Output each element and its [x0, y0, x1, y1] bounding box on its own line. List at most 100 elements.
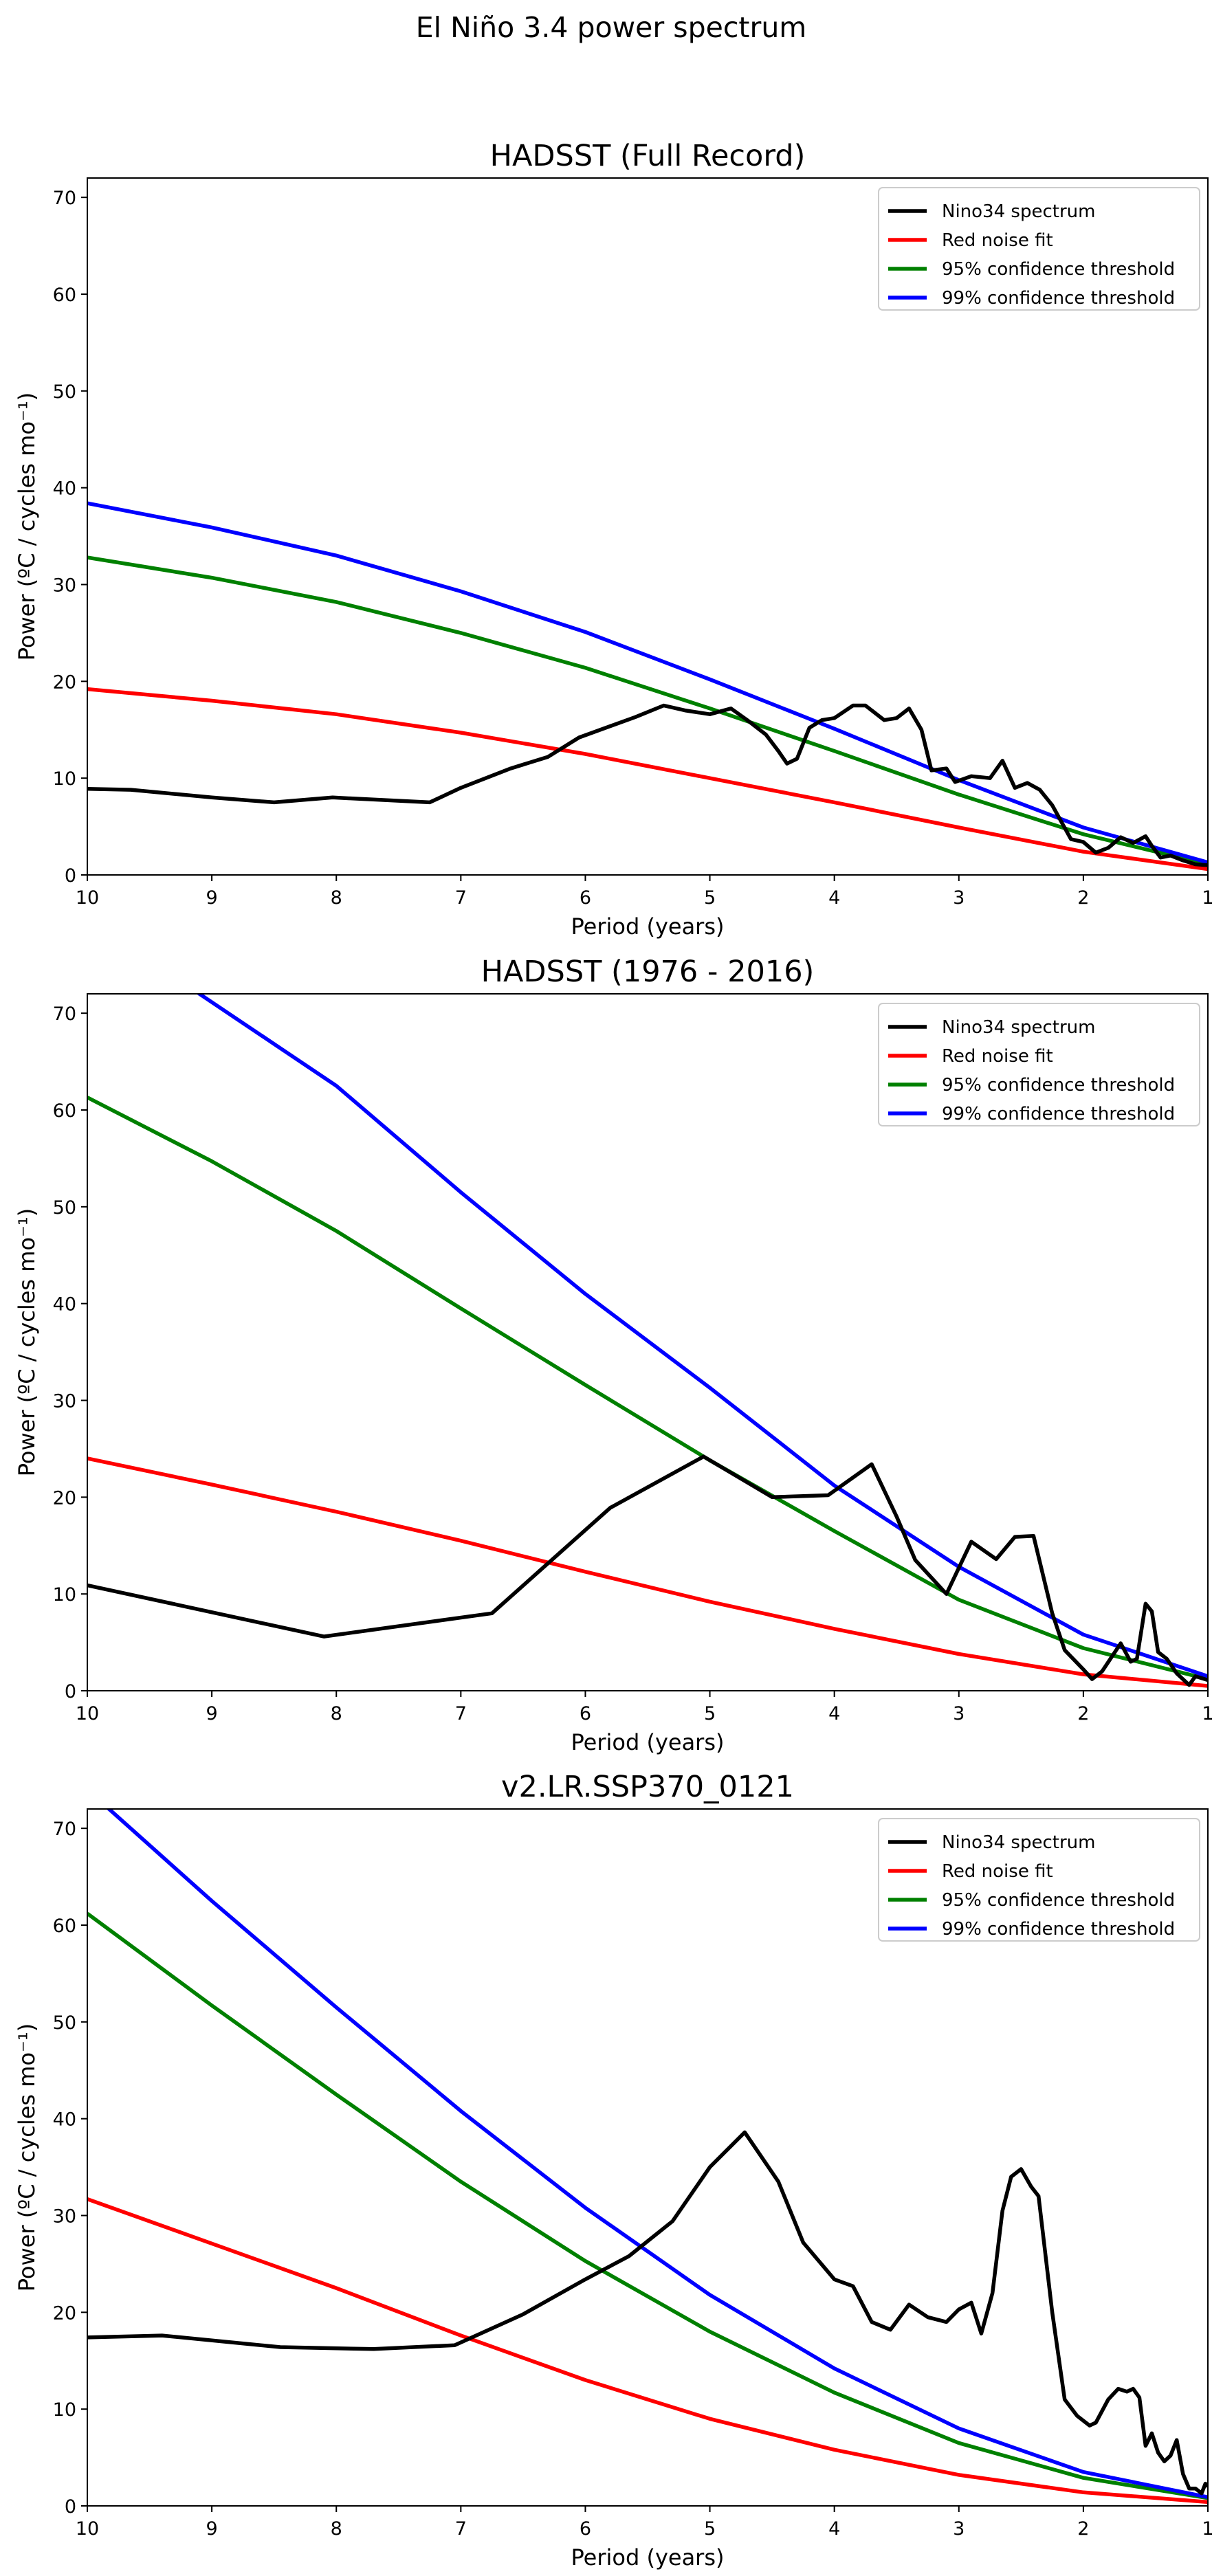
x-tick-label: 6 [580, 1703, 591, 1724]
series-lines [87, 501, 1208, 871]
x-axis-label: Period (years) [571, 2544, 725, 2571]
x-tick-label: 6 [580, 2518, 591, 2540]
series-line-nino34-spectrum [87, 703, 1208, 867]
legend-label: 99% confidence threshold [942, 288, 1175, 309]
series-line-nino34-spectrum [87, 1454, 1208, 1687]
x-tick-label: 1 [1202, 887, 1213, 909]
axes-frame [87, 177, 1209, 876]
y-axis-label: Power (ºC / cycles mo⁻¹) [14, 392, 40, 660]
chart-title: HADSST (Full Record) [490, 139, 806, 173]
series-line-95-confidence-threshold [87, 555, 1208, 867]
x-tick-label: 4 [828, 887, 840, 909]
x-tick-label: 3 [953, 1703, 965, 1724]
y-tick-label: 70 [53, 188, 76, 209]
y-tick-label: 20 [53, 671, 76, 693]
y-tick-label: 40 [53, 2109, 76, 2131]
x-tick-label: 2 [1077, 1703, 1089, 1724]
x-tick-label: 6 [580, 887, 591, 909]
y-tick-label: 0 [65, 865, 76, 887]
x-tick-label: 3 [953, 887, 965, 909]
x-tick-label: 8 [331, 887, 342, 909]
x-tick-label: 1 [1202, 2518, 1213, 2540]
legend-box [878, 1818, 1200, 1942]
legend: Nino34 spectrum Red noise fit 95% confiden… [878, 187, 1200, 311]
legend-label: Nino34 spectrum [942, 1832, 1095, 1853]
y-axis-label: Power (ºC / cycles mo⁻¹) [14, 2023, 40, 2291]
y-tick-label: 60 [53, 285, 76, 306]
y-tick-label: 30 [53, 2206, 76, 2228]
chart-panel-2: HADSST (1976 - 2016)10 9 8 7 6 5 4 3 2 1010203040… [14, 955, 1214, 1755]
x-axis-label: Period (years) [571, 1729, 725, 1755]
legend-label: Nino34 spectrum [942, 1017, 1095, 1038]
series-line-red-noise-fit [87, 1456, 1208, 1688]
y-tick-label: 0 [65, 1681, 76, 1702]
legend-label: Red noise fit [942, 1861, 1053, 1882]
legend-box [878, 187, 1200, 311]
x-tick-label: 4 [828, 1703, 840, 1724]
series-lines [87, 1809, 1208, 2505]
y-tick-label: 50 [53, 1197, 76, 1219]
legend-label: 95% confidence threshold [942, 1075, 1175, 1096]
y-tick-label: 10 [53, 1584, 76, 1606]
x-tick-label: 2 [1077, 887, 1089, 909]
y-tick-label: 70 [53, 1003, 76, 1025]
y-tick-label: 40 [53, 478, 76, 500]
x-tick-label: 9 [206, 2518, 218, 2540]
x-tick-label: 1 [1202, 1703, 1213, 1724]
series-line-nino34-spectrum [87, 2130, 1208, 2496]
x-tick-label: 8 [331, 1703, 342, 1724]
y-tick-label: 0 [65, 2496, 76, 2518]
series-line-99-confidence-threshold [87, 501, 1208, 865]
series-line-red-noise-fit [87, 687, 1208, 871]
y-tick-label: 20 [53, 1487, 76, 1509]
legend: Nino34 spectrum Red noise fit 95% confiden… [878, 1818, 1200, 1942]
x-tick-label: 5 [704, 1703, 716, 1724]
axes-frame [87, 1808, 1209, 2507]
x-axis-label: Period (years) [571, 913, 725, 940]
y-tick-label: 50 [53, 2012, 76, 2034]
legend-label: 99% confidence threshold [942, 1104, 1175, 1124]
x-tick-label: 10 [76, 1703, 99, 1724]
x-tick-label: 3 [953, 2518, 965, 2540]
legend-label: 95% confidence threshold [942, 1890, 1175, 1911]
legend-label: 99% confidence threshold [942, 1919, 1175, 1940]
legend-box [878, 1003, 1200, 1126]
series-line-99-confidence-threshold [106, 1809, 1208, 2499]
chart-title: HADSST (1976 - 2016) [481, 955, 815, 989]
y-tick-label: 30 [53, 1391, 76, 1412]
chart-title: v2.LR.SSP370_0121 [501, 1770, 794, 1804]
x-tick-label: 5 [704, 2518, 716, 2540]
y-tick-label: 60 [53, 1100, 76, 1122]
y-tick-label: 30 [53, 575, 76, 597]
series-line-99-confidence-threshold [196, 994, 1208, 1678]
series-line-95-confidence-threshold [87, 1096, 1208, 1681]
legend-label: Nino34 spectrum [942, 201, 1095, 222]
x-tick-label: 10 [76, 2518, 99, 2540]
y-tick-label: 40 [53, 1294, 76, 1315]
legend-label: 95% confidence threshold [942, 259, 1175, 280]
x-tick-label: 4 [828, 2518, 840, 2540]
figure-suptitle: El Niño 3.4 power spectrum [416, 11, 807, 44]
series-line-red-noise-fit [87, 2197, 1208, 2505]
legend-label: Red noise fit [942, 1046, 1053, 1067]
x-tick-label: 7 [455, 887, 467, 909]
y-tick-label: 10 [53, 2399, 76, 2421]
chart-panel-1: HADSST (Full Record)10 9 8 7 6 5 4 3 2 1010203040… [14, 139, 1214, 940]
x-tick-label: 10 [76, 887, 99, 909]
x-tick-label: 9 [206, 1703, 218, 1724]
y-tick-label: 50 [53, 381, 76, 403]
x-tick-label: 5 [704, 887, 716, 909]
x-tick-label: 7 [455, 2518, 467, 2540]
x-tick-label: 2 [1077, 2518, 1089, 2540]
y-tick-label: 60 [53, 1916, 76, 1937]
y-tick-label: 70 [53, 1819, 76, 1840]
y-tick-label: 20 [53, 2302, 76, 2324]
x-tick-label: 7 [455, 1703, 467, 1724]
y-axis-label: Power (ºC / cycles mo⁻¹) [14, 1208, 40, 1476]
series-line-95-confidence-threshold [87, 1911, 1208, 2500]
legend: Nino34 spectrum Red noise fit 95% confiden… [878, 1003, 1200, 1126]
x-tick-label: 9 [206, 887, 218, 909]
x-tick-label: 8 [331, 2518, 342, 2540]
